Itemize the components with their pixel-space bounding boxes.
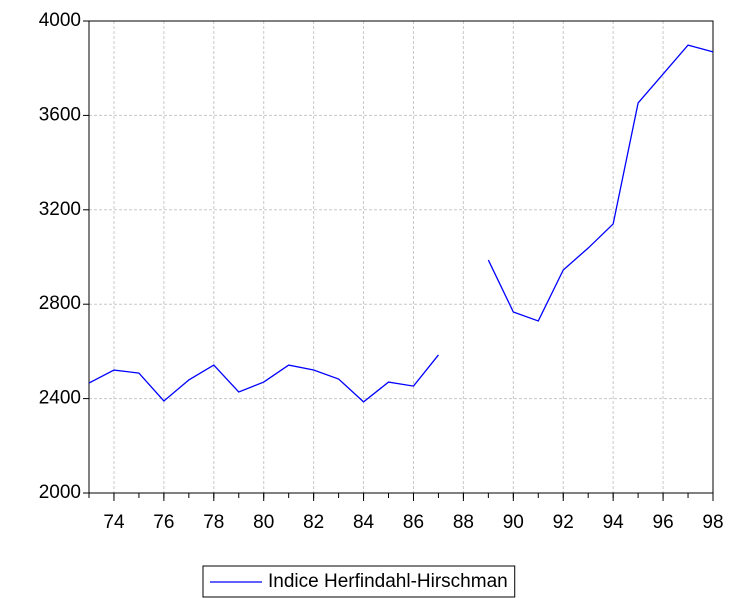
y-tick-label: 2800 bbox=[39, 293, 81, 314]
x-tick-label: 88 bbox=[453, 512, 474, 533]
x-tick-label: 84 bbox=[353, 512, 375, 533]
x-tick-label: 82 bbox=[303, 512, 324, 533]
legend-label: Indice Herfindahl-Hirschman bbox=[268, 571, 508, 592]
legend: Indice Herfindahl-Hirschman bbox=[202, 565, 516, 598]
x-tick-label: 76 bbox=[153, 512, 174, 533]
x-tick-label: 94 bbox=[603, 512, 625, 533]
x-tick-label: 96 bbox=[653, 512, 674, 533]
x-tick-label: 80 bbox=[253, 512, 274, 533]
x-tick-label: 74 bbox=[103, 512, 125, 533]
y-tick-label: 3600 bbox=[39, 104, 81, 125]
x-tick-label: 86 bbox=[403, 512, 424, 533]
y-tick-label: 2400 bbox=[39, 388, 81, 409]
plot-frame bbox=[88, 20, 714, 494]
x-tick-label: 92 bbox=[553, 512, 574, 533]
y-tick-label: 4000 bbox=[39, 10, 81, 31]
x-tick-label: 90 bbox=[503, 512, 524, 533]
y-tick-label: 3200 bbox=[39, 199, 81, 220]
x-tick-label: 78 bbox=[203, 512, 224, 533]
x-tick-label: 98 bbox=[702, 512, 723, 533]
y-tick-label: 2000 bbox=[39, 482, 81, 503]
data-line bbox=[88, 44, 714, 403]
